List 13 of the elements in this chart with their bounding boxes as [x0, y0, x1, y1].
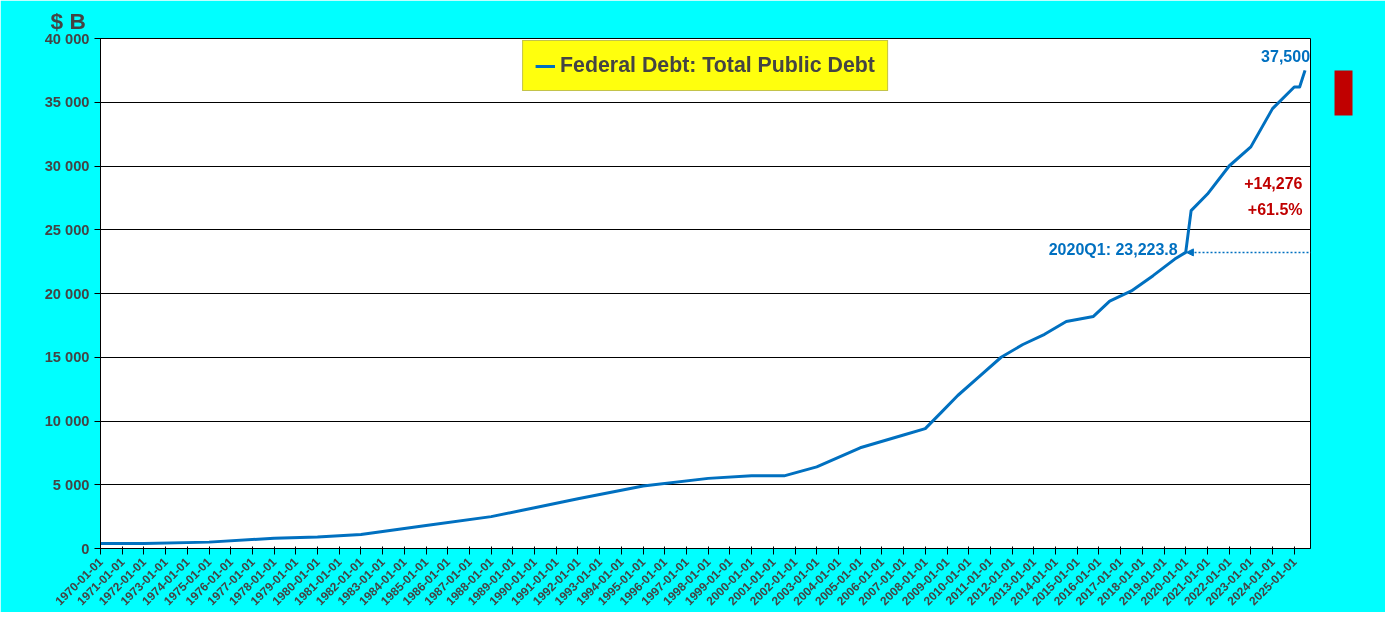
- y-tick-label: 5 000: [52, 476, 90, 493]
- y-tick-label: 10 000: [44, 413, 90, 429]
- y-tick-label: 30 000: [44, 158, 90, 174]
- y-tick-label: 35 000: [44, 94, 90, 111]
- y-tick-label: 20 000: [44, 285, 90, 302]
- annotation: 2020Q1: 23,223.8: [1048, 241, 1178, 259]
- annotation: +14,276: [1244, 174, 1303, 192]
- y-tick-label: 0: [81, 540, 90, 557]
- y-tick-label: 15 000: [44, 349, 90, 366]
- y-tick-label: 25 000: [44, 221, 90, 238]
- annotation: 37,500: [1261, 48, 1311, 66]
- legend-label: Federal Debt: Total Public Debt: [560, 53, 875, 78]
- annotation: +61.5%: [1247, 201, 1303, 219]
